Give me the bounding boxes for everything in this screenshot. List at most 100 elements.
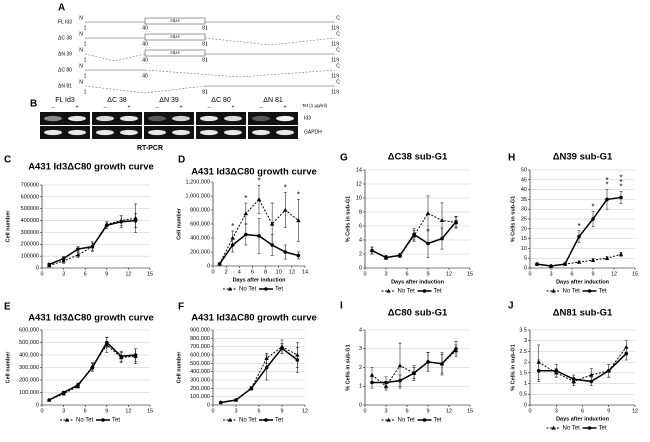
marker [76,247,80,251]
n-terminus: N [79,47,83,53]
marker [536,368,541,373]
marker [75,252,81,257]
construct-name: ΔN 81 [58,83,72,89]
y-tick-label: 0 [359,402,362,408]
marker [549,264,553,268]
marker [61,390,66,395]
marker [412,371,416,375]
residue-number: 81 [202,25,208,31]
y-tick-label: 12 [356,181,362,187]
y-axis-label: % Cells in sub-G1 [510,196,516,242]
deleted-segment [84,85,206,94]
series-line [220,347,298,404]
hlh-box [144,17,206,25]
gel-band [68,129,86,136]
y-tick-label: 2 [359,365,362,371]
x-tick-label: 3 [234,408,237,414]
y-tick-label: 45 [521,177,527,183]
y-tick-label: 600000 [21,194,39,200]
gel-band [120,129,138,136]
marker [269,221,275,226]
y-tick-label: 300,000 [190,377,210,383]
y-tick-label: 300,000 [19,365,39,371]
marker [398,253,402,258]
legend-marker [422,418,427,422]
y-tick-label: 900,000 [190,327,210,333]
legend-marker [227,286,233,291]
legend-marker [551,288,556,293]
x-tick-label: 9 [426,271,429,277]
y-tick-label: 600,000 [190,352,210,358]
gel-band [96,115,114,122]
marker [425,211,431,215]
hlh-label: HLH [170,18,179,23]
gel-band [148,129,166,136]
y-tick-label: 3 [524,338,527,344]
marker [412,232,416,237]
panel-label: C [4,155,11,166]
y-tick-label: 700000 [21,182,39,188]
residue-number: 1 [84,25,87,31]
panel-label: F [178,302,184,313]
gel-band [252,115,270,122]
y-tick-label: 1,000,000 [186,193,210,199]
chart-title: ΔN39 sub-G1 [553,152,613,163]
annotation: * [591,202,594,211]
x-tick-label: 12 [446,271,452,277]
legend-label: No Tet [563,426,581,432]
x-tick-label: 3 [384,408,387,414]
y-tick-label: 8 [359,209,362,215]
y-tick-label: 0 [524,265,527,271]
legend-label: No Tet [398,418,416,424]
deleted-segment [144,69,336,78]
gel-method: RT-PCR [137,145,163,152]
x-tick-label: 10 [276,269,282,275]
gel-lane-block [144,126,194,139]
gel-sign: – [260,104,263,110]
residue-number: 81 [202,89,208,95]
y-axis-label: % Cells in sub-G1 [510,344,516,390]
x-tick-label: 0 [40,408,43,414]
gel-band [200,129,218,136]
legend-marker [386,417,391,422]
legend-label: Tet [112,418,120,424]
y-tick-label: 50 [521,167,527,173]
y-tick-label: 5 [524,256,527,262]
x-tick-label: 9 [426,408,429,414]
y-tick-label: 40 [521,187,527,193]
marker [554,368,559,373]
x-axis-label: Days after induction [391,279,445,285]
gel-sign: + [128,104,131,110]
y-tick-label: 100,000 [19,390,39,396]
gel-sign: – [156,104,159,110]
marker [384,380,388,385]
x-tick-label: 6 [405,408,408,414]
n-terminus: N [79,79,83,85]
gel-lane-block [92,112,142,125]
y-tick-label: 25 [521,216,527,222]
marker [296,253,301,258]
marker [283,250,288,254]
gel-row-label: Id3 [304,115,311,121]
annotation: *** [619,174,622,192]
legend-marker [551,425,556,430]
marker [264,365,269,370]
y-tick-label: 0 [359,265,362,271]
marker [283,207,288,212]
y-tick-label: 0 [36,265,39,271]
legend-label: Tet [599,426,607,432]
gel-sign: + [284,104,287,110]
gel-group-name: FL Id3 [55,97,75,104]
y-axis-label: Cell number [176,351,182,384]
y-tick-label: 0 [36,402,39,408]
gel-group-name: ΔN 81 [263,97,283,104]
x-tick-label: 3 [62,271,65,277]
y-axis-label: Cell number [5,351,11,384]
gel-lane-block [196,126,246,139]
y-axis-label: Cell number [5,210,11,243]
chart-title: ΔN81 sub-G1 [553,308,613,319]
marker [618,251,624,256]
gel-row-label: GAPDH [304,129,322,135]
panel-label: B [30,99,37,110]
panel-label: H [508,153,515,164]
